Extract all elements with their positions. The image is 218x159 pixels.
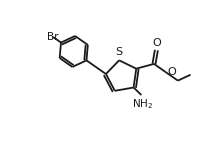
Text: NH$_2$: NH$_2$ <box>132 98 153 111</box>
Text: O: O <box>167 67 176 77</box>
Text: O: O <box>152 38 161 48</box>
Text: S: S <box>116 47 123 57</box>
Text: Br: Br <box>47 32 59 42</box>
